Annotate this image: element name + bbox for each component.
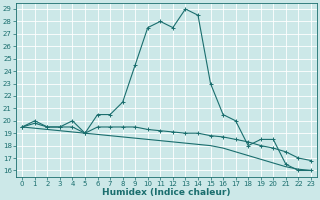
X-axis label: Humidex (Indice chaleur): Humidex (Indice chaleur) (102, 188, 231, 197)
